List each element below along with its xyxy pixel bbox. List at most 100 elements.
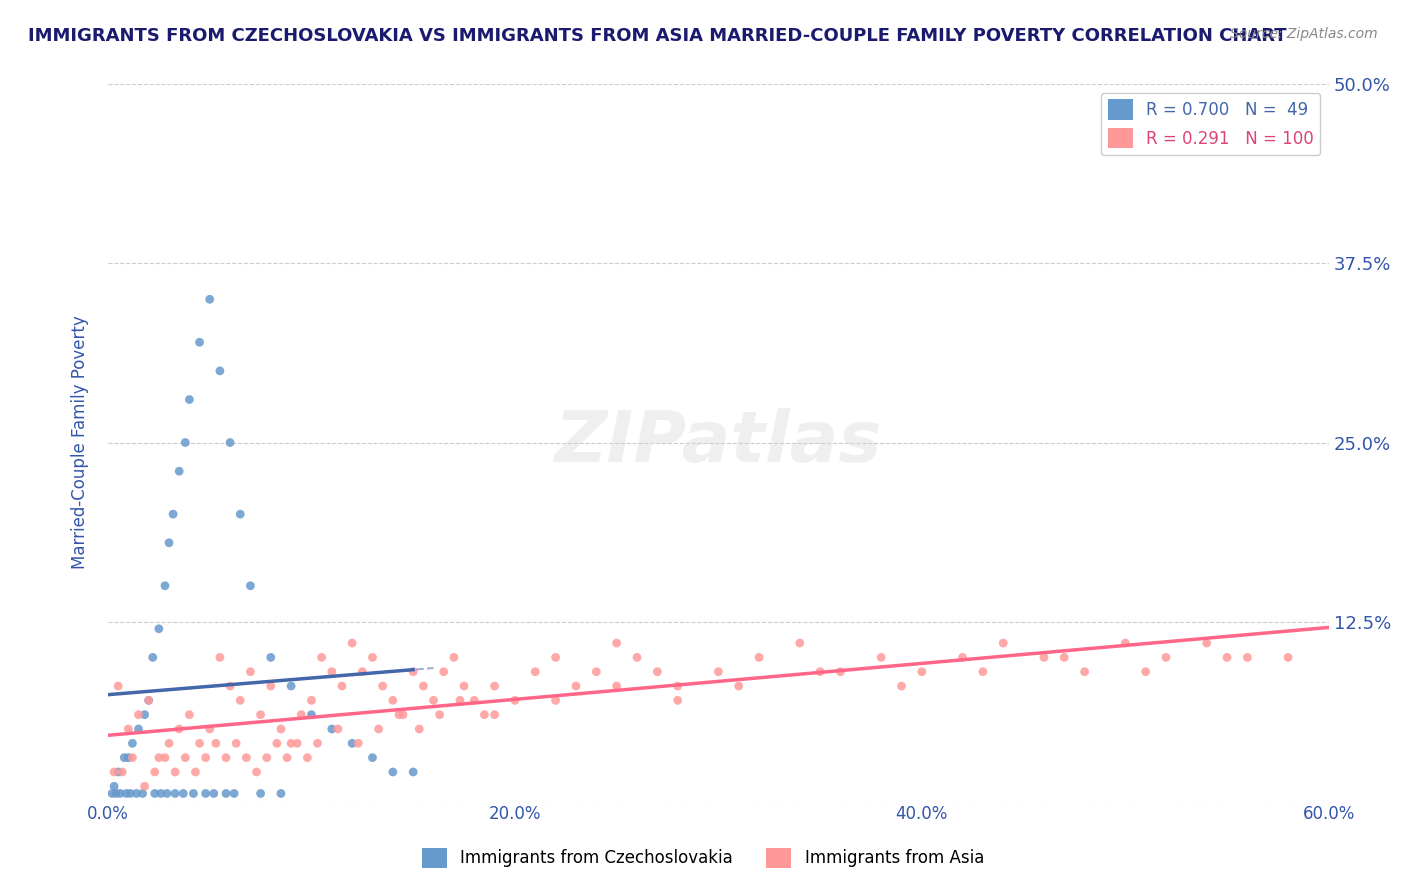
Point	[1216, 650, 1239, 665]
Point	[194, 750, 217, 764]
Point	[402, 764, 425, 779]
Point	[165, 764, 187, 779]
Point	[748, 650, 770, 665]
Point	[120, 787, 142, 801]
Point	[321, 722, 343, 736]
Point	[307, 736, 329, 750]
Point	[179, 707, 201, 722]
Point	[128, 707, 150, 722]
Point	[311, 650, 333, 665]
Point	[107, 764, 129, 779]
Point	[463, 693, 485, 707]
Point	[524, 665, 547, 679]
Point	[270, 722, 292, 736]
Point	[219, 679, 242, 693]
Point	[270, 787, 292, 801]
Point	[149, 787, 172, 801]
Point	[381, 764, 404, 779]
Point	[474, 707, 496, 722]
Point	[239, 665, 262, 679]
Point	[367, 722, 389, 736]
Point	[727, 679, 749, 693]
Point	[606, 679, 628, 693]
Point	[422, 693, 444, 707]
Point	[352, 665, 374, 679]
Point	[225, 736, 247, 750]
Point	[202, 787, 225, 801]
Point	[347, 736, 370, 750]
Point	[107, 679, 129, 693]
Point	[215, 787, 238, 801]
Point	[870, 650, 893, 665]
Point	[142, 650, 165, 665]
Point	[167, 722, 190, 736]
Point	[503, 693, 526, 707]
Point	[198, 293, 221, 307]
Point	[194, 787, 217, 801]
Point	[245, 764, 267, 779]
Point	[239, 579, 262, 593]
Point	[249, 707, 271, 722]
Point	[565, 679, 588, 693]
Point	[443, 650, 465, 665]
Point	[162, 507, 184, 521]
Point	[112, 750, 135, 764]
Y-axis label: Married-Couple Family Poverty: Married-Couple Family Poverty	[72, 316, 89, 569]
Point	[198, 722, 221, 736]
Point	[134, 779, 156, 793]
Point	[208, 650, 231, 665]
Point	[208, 364, 231, 378]
Point	[830, 665, 852, 679]
Point	[647, 665, 669, 679]
Point	[1135, 665, 1157, 679]
Point	[707, 665, 730, 679]
Point	[330, 679, 353, 693]
Point	[157, 536, 180, 550]
Point	[321, 665, 343, 679]
Point	[290, 707, 312, 722]
Point	[148, 622, 170, 636]
Point	[184, 764, 207, 779]
Point	[585, 665, 607, 679]
Point	[1114, 636, 1136, 650]
Point	[174, 435, 197, 450]
Point	[1195, 636, 1218, 650]
Point	[388, 707, 411, 722]
Point	[280, 736, 302, 750]
Point	[952, 650, 974, 665]
Point	[229, 507, 252, 521]
Point	[1053, 650, 1076, 665]
Point	[371, 679, 394, 693]
Text: IMMIGRANTS FROM CZECHOSLOVAKIA VS IMMIGRANTS FROM ASIA MARRIED-COUPLE FAMILY POV: IMMIGRANTS FROM CZECHOSLOVAKIA VS IMMIGR…	[28, 27, 1286, 45]
Point	[249, 787, 271, 801]
Point	[157, 736, 180, 750]
Point	[183, 787, 205, 801]
Point	[128, 722, 150, 736]
Point	[103, 779, 125, 793]
Point	[256, 750, 278, 764]
Point	[297, 750, 319, 764]
Point	[229, 693, 252, 707]
Point	[117, 722, 139, 736]
Point	[890, 679, 912, 693]
Point	[666, 679, 689, 693]
Point	[381, 693, 404, 707]
Point	[402, 665, 425, 679]
Point	[115, 787, 138, 801]
Point	[156, 787, 179, 801]
Point	[1032, 650, 1054, 665]
Point	[105, 787, 128, 801]
Point	[117, 750, 139, 764]
Point	[301, 707, 323, 722]
Point	[266, 736, 288, 750]
Point	[143, 787, 166, 801]
Point	[138, 693, 160, 707]
Point	[131, 787, 153, 801]
Point	[205, 736, 228, 750]
Point	[188, 335, 211, 350]
Point	[301, 693, 323, 707]
Point	[326, 722, 349, 736]
Point	[544, 650, 567, 665]
Point	[433, 665, 456, 679]
Point	[453, 679, 475, 693]
